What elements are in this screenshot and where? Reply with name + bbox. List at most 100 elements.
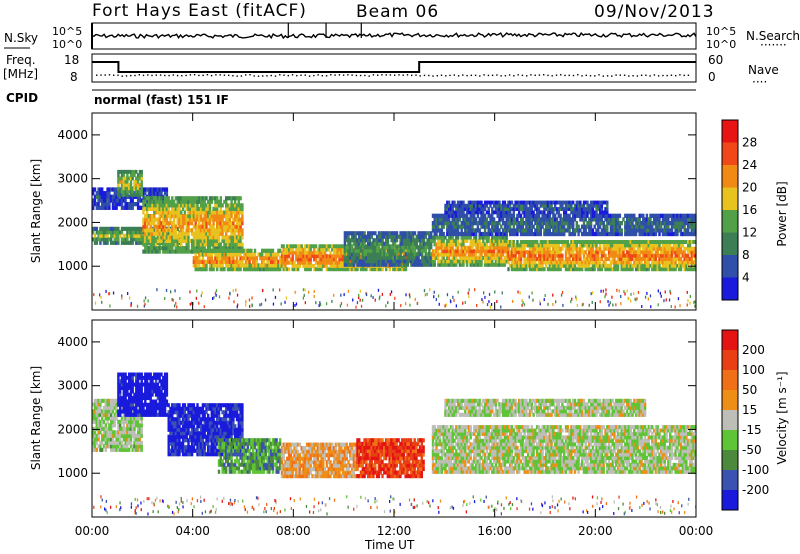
heatmap-cell [598,267,602,272]
heatmap-cell [518,263,521,268]
heatmap-cell [332,264,336,268]
heatmap-cell [539,231,542,237]
nave-point [151,74,153,77]
heatmap-cell [124,202,127,207]
heatmap-cell [638,221,641,226]
heatmap-cell [679,243,683,248]
heatmap-cell [642,267,645,272]
heatmap-cell [221,203,224,208]
heatmap-cell [554,260,557,265]
heatmap-cell [663,217,666,222]
heatmap-cell [352,231,356,236]
heatmap-cell [225,231,228,236]
heatmap-cell [136,205,140,210]
noise-cell [189,290,191,294]
heatmap-cell [394,238,397,243]
heatmap-cell [582,228,586,233]
heatmap-cell [410,241,413,246]
heatmap-cell [406,255,409,260]
heatmap-cell [383,255,386,260]
nave-point [415,74,417,76]
heatmap-cell [212,196,215,201]
heatmap-cell [473,213,476,218]
heatmap-cell [165,249,169,254]
heatmap-cell [530,228,533,233]
heatmap-cell [239,242,242,247]
heatmap-cell [194,252,197,257]
heatmap-cell [561,221,564,226]
noise-cell [636,297,638,301]
heatmap-cell [683,224,686,229]
heatmap-cell [309,257,312,262]
heatmap-cell [113,240,116,245]
heatmap-cell [234,224,237,229]
heatmap-cell [561,253,564,258]
heatmap-cell [586,213,589,218]
heatmap-cell [690,221,693,226]
heatmap-cell [305,260,309,265]
heatmap-cell [456,213,460,218]
heatmap-cell [611,224,614,229]
heatmap-cell [579,203,582,208]
heatmap-cell [316,264,320,268]
heatmap-cell [649,231,652,237]
heatmap-cell [417,231,420,236]
heatmap-cell [474,217,478,222]
heatmap-cell [417,238,420,243]
heatmap-cell [658,267,661,272]
heatmap-cell [106,226,109,231]
heatmap-cell [483,200,487,205]
heatmap-cell [401,264,404,268]
heatmap-cell [172,242,176,247]
heatmap-cell [133,179,136,184]
heatmap-cell [634,224,638,229]
heatmap-cell [658,260,661,265]
heatmap-cell [153,217,156,222]
nave-point [279,74,281,76]
heatmap-cell [320,264,323,268]
heatmap-cell [683,260,686,265]
heatmap-cell [435,242,438,247]
heatmap-cell [117,169,120,174]
heatmap-cell [509,263,512,268]
heatmap-cell [656,228,659,233]
heatmap-cell [156,246,160,251]
heatmap-cell [640,221,643,226]
heatmap-cell [266,263,269,268]
heatmap-cell [230,252,233,257]
heatmap-cell [554,257,557,261]
heatmap-cell [521,224,524,229]
heatmap-cell [350,238,354,243]
heatmap-cell [444,245,447,250]
heatmap-cell [620,257,623,261]
heatmap-cell [185,199,188,204]
heatmap-cell [503,262,507,267]
heatmap-cell [219,259,222,264]
heatmap-cell [489,259,492,264]
heatmap-cell [679,221,683,226]
heatmap-cell [142,217,145,222]
heatmap-cell [178,210,181,215]
heatmap-cell [546,243,550,248]
heatmap-cell [609,263,613,268]
nave-point [632,75,634,77]
heatmap-cell [428,255,431,260]
heatmap-cell [343,255,347,260]
heatmap-cell [548,207,551,211]
heatmap-cell [649,217,652,222]
heatmap-cell [654,217,658,222]
heatmap-cell [99,230,102,235]
heatmap-cell [153,221,156,226]
heatmap-cell [226,235,230,240]
heatmap-cell [309,244,312,249]
heatmap-cell [246,259,249,264]
heatmap-cell [643,231,647,237]
heatmap-cell [532,224,535,229]
heatmap-cell [363,231,366,236]
heatmap-cell [600,263,604,268]
heatmap-cell [426,252,429,257]
heatmap-cell [133,226,136,231]
heatmap-cell [370,262,373,267]
heatmap-cell [376,255,379,260]
heatmap-cell [225,221,228,226]
